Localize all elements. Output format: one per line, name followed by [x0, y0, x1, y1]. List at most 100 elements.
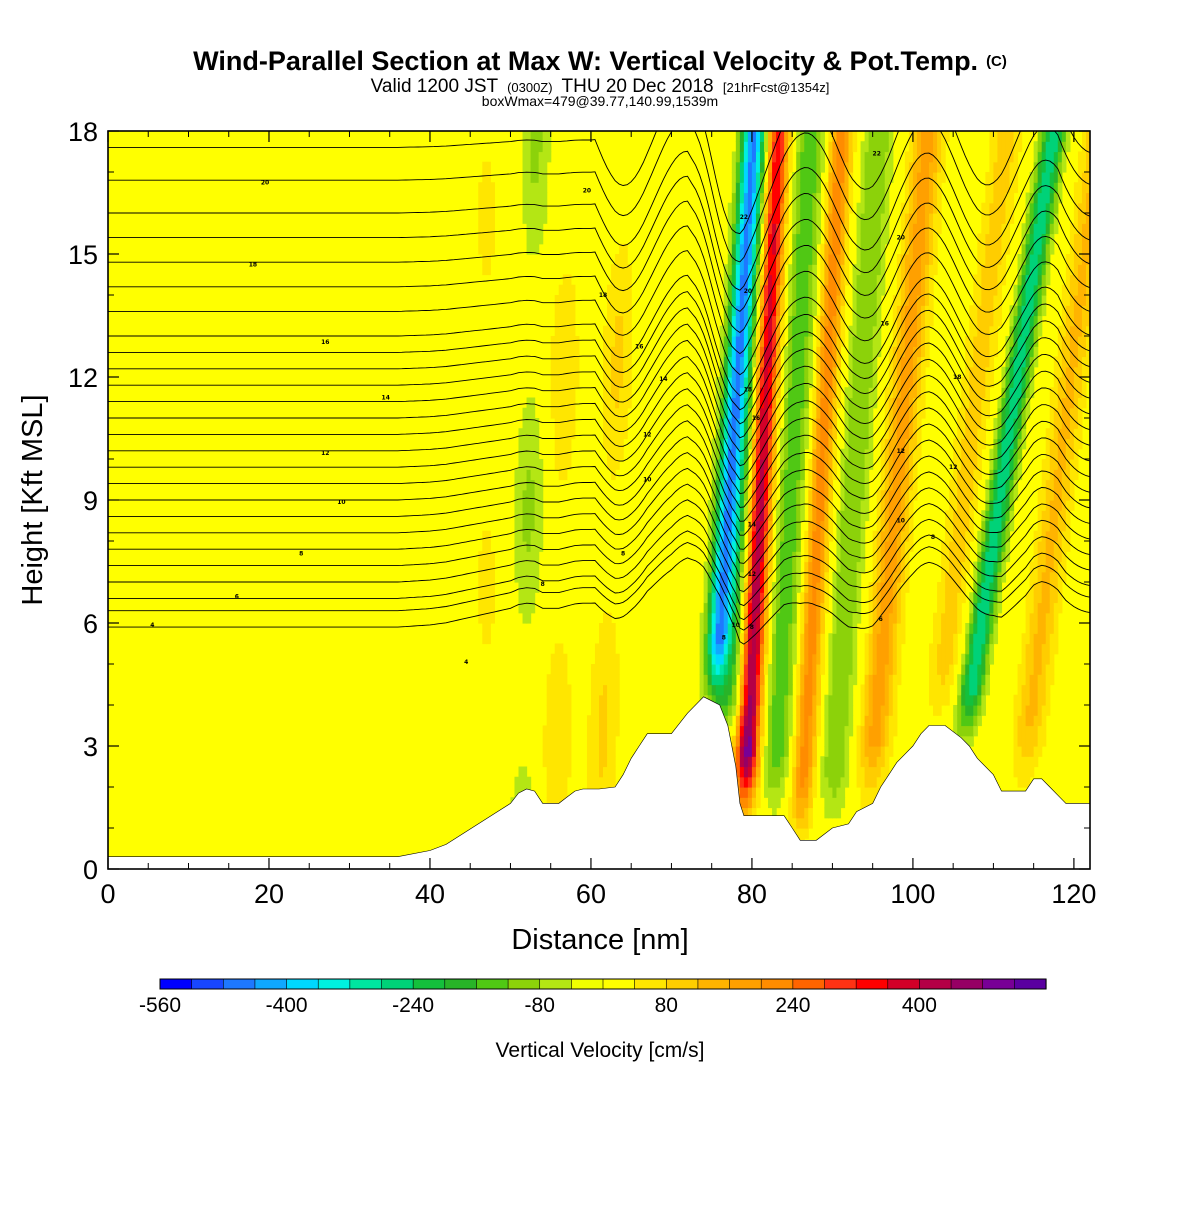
velocity-cell — [832, 428, 838, 440]
velocity-cell — [800, 377, 805, 388]
velocity-cell — [840, 674, 846, 686]
velocity-cell — [486, 254, 491, 265]
velocity-cell — [796, 725, 801, 737]
velocity-cell — [904, 274, 910, 286]
velocity-cell — [852, 551, 858, 563]
velocity-cell — [788, 725, 793, 737]
velocity-cell — [514, 479, 520, 491]
velocity-cell — [1025, 633, 1031, 645]
velocity-cell — [828, 459, 834, 470]
velocity-cell — [1053, 428, 1059, 440]
velocity-cell — [844, 254, 850, 265]
velocity-cell — [912, 438, 918, 450]
velocity-cell — [796, 530, 801, 542]
velocity-cell — [776, 325, 781, 337]
velocity-cell — [884, 489, 890, 501]
velocity-cell — [1057, 541, 1063, 552]
velocity-cell — [615, 418, 620, 429]
velocity-cell — [880, 223, 886, 235]
velocity-cell — [747, 756, 753, 768]
velocity-cell — [856, 356, 862, 368]
velocity-cell — [1053, 489, 1059, 501]
velocity-cell — [768, 192, 773, 204]
velocity-cell — [1041, 202, 1047, 214]
velocity-cell — [1041, 469, 1047, 481]
velocity-cell — [1005, 356, 1011, 368]
velocity-cell — [751, 705, 757, 716]
velocity-cell — [900, 551, 906, 563]
velocity-cell — [623, 356, 628, 368]
velocity-cell — [1041, 223, 1047, 235]
velocity-cell — [808, 633, 813, 645]
velocity-cell — [1033, 356, 1039, 368]
velocity-cell — [1049, 653, 1055, 665]
velocity-cell — [800, 233, 805, 245]
velocity-cell — [848, 612, 854, 624]
velocity-cell — [792, 643, 797, 655]
velocity-cell — [780, 274, 785, 286]
velocity-cell — [699, 643, 705, 655]
velocity-cell — [1009, 202, 1015, 214]
velocity-cell — [731, 377, 737, 388]
velocity-cell — [941, 561, 946, 573]
velocity-cell — [1037, 274, 1043, 286]
velocity-cell — [627, 366, 632, 378]
velocity-cell — [554, 674, 560, 686]
velocity-cell — [1073, 295, 1079, 306]
velocity-cell — [844, 551, 850, 563]
velocity-cell — [530, 551, 536, 563]
velocity-cell — [993, 500, 999, 511]
velocity-cell — [941, 141, 946, 153]
velocity-cell — [904, 541, 910, 552]
velocity-cell — [973, 377, 978, 388]
velocity-cell — [848, 602, 854, 614]
velocity-cell — [977, 407, 982, 419]
velocity-cell — [828, 653, 834, 665]
velocity-cell — [1001, 541, 1007, 552]
velocity-cell — [864, 407, 870, 419]
velocity-cell — [844, 643, 850, 655]
velocity-cell — [772, 459, 777, 470]
velocity-cell — [792, 797, 797, 809]
velocity-cell — [747, 366, 753, 378]
velocity-cell — [1049, 602, 1055, 614]
velocity-cell — [611, 766, 616, 778]
velocity-cell — [759, 653, 765, 665]
velocity-cell — [1085, 336, 1090, 347]
velocity-cell — [534, 213, 540, 224]
velocity-cell — [611, 705, 616, 716]
velocity-cell — [747, 295, 753, 306]
velocity-cell — [860, 233, 866, 245]
velocity-cell — [1077, 243, 1083, 255]
velocity-cell — [526, 397, 532, 409]
velocity-cell — [840, 264, 846, 276]
velocity-cell — [832, 715, 838, 727]
velocity-cell — [739, 459, 745, 470]
velocity-cell — [1029, 633, 1035, 645]
velocity-cell — [723, 500, 729, 511]
velocity-cell — [518, 500, 524, 511]
velocity-cell — [836, 725, 842, 737]
velocity-cell — [1037, 172, 1043, 183]
velocity-cell — [788, 592, 793, 604]
velocity-cell — [920, 172, 926, 183]
velocity-cell — [796, 828, 801, 839]
velocity-cell — [945, 674, 950, 686]
velocity-cell — [880, 284, 886, 296]
velocity-cell — [872, 571, 878, 583]
velocity-cell — [558, 469, 564, 481]
velocity-cell — [611, 623, 616, 634]
velocity-cell — [884, 571, 890, 583]
velocity-cell — [916, 141, 922, 153]
velocity-cell — [884, 694, 890, 706]
velocity-cell — [812, 705, 817, 716]
velocity-cell — [764, 202, 769, 214]
velocity-cell — [949, 674, 954, 686]
velocity-cell — [800, 172, 805, 183]
velocity-cell — [566, 315, 572, 327]
velocity-cell — [788, 346, 793, 358]
velocity-cell — [884, 725, 890, 737]
velocity-cell — [828, 131, 834, 142]
velocity-cell — [860, 766, 866, 778]
velocity-cell — [562, 776, 568, 788]
